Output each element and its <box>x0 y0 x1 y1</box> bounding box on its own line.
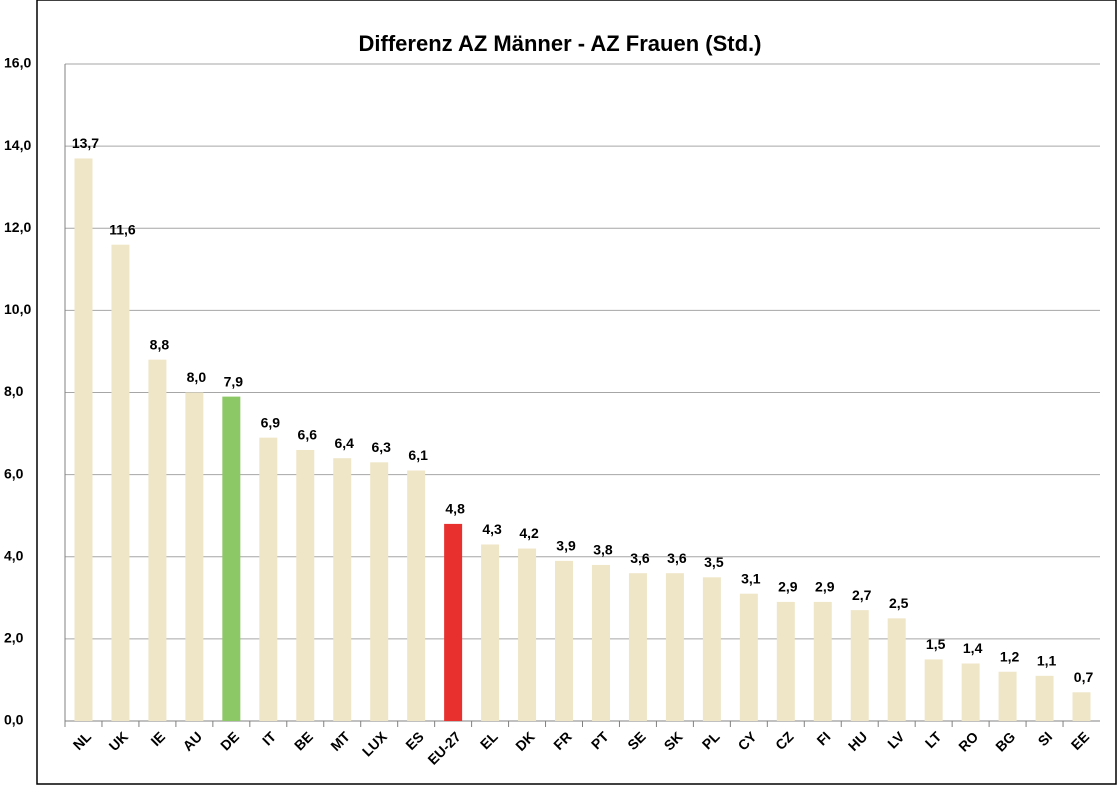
value-label: 3,5 <box>704 554 724 570</box>
x-tick-label: EE <box>1068 728 1093 753</box>
x-tick-label: EU-27 <box>424 728 464 768</box>
value-label: 4,8 <box>445 501 465 517</box>
x-tick-label: DK <box>512 728 538 754</box>
bar <box>407 470 426 721</box>
value-label: 6,1 <box>408 447 428 463</box>
value-label: 8,0 <box>187 369 207 385</box>
x-tick-label: MT <box>327 728 353 754</box>
value-label: 11,6 <box>109 221 136 237</box>
x-tick-label: FR <box>550 728 575 753</box>
bar <box>296 449 315 721</box>
x-tick-label: CY <box>735 728 761 754</box>
x-tick-label: IT <box>259 728 279 748</box>
value-label: 6,4 <box>334 435 354 451</box>
x-tick-label: EL <box>477 728 501 752</box>
value-label: 3,1 <box>741 570 761 586</box>
value-label: 1,5 <box>926 636 946 652</box>
bar <box>259 437 278 721</box>
x-tick-label: ES <box>402 728 427 753</box>
value-label: 1,4 <box>963 640 983 656</box>
value-label: 0,7 <box>1074 669 1094 685</box>
x-tick-label: SK <box>661 728 686 753</box>
x-tick-label: PT <box>588 728 612 752</box>
bar <box>1035 675 1054 721</box>
bar <box>185 392 204 721</box>
value-label: 1,2 <box>1000 648 1020 664</box>
bar <box>481 544 500 721</box>
x-tick-label: FI <box>813 728 833 748</box>
bar <box>850 610 869 721</box>
x-tick-label: LUX <box>359 728 391 760</box>
x-tick-label: NL <box>70 728 95 753</box>
value-label: 6,9 <box>261 414 281 430</box>
value-label: 4,2 <box>519 525 539 541</box>
bar <box>370 462 389 721</box>
bar <box>222 396 241 721</box>
x-tick-label: LV <box>884 728 908 752</box>
chart-title: Differenz AZ Männer - AZ Frauen (Std.) <box>359 31 762 56</box>
value-label: 6,6 <box>298 427 318 443</box>
x-tick-label: BE <box>291 728 316 753</box>
bar <box>148 359 167 721</box>
value-label: 3,9 <box>556 538 576 554</box>
bar <box>998 671 1017 721</box>
bar <box>887 618 906 721</box>
value-label: 3,8 <box>593 542 613 558</box>
y-tick-label: 16,0 <box>4 55 31 71</box>
y-tick-label: 12,0 <box>4 219 31 235</box>
x-tick-label: IE <box>147 728 168 749</box>
y-tick-label: 4,0 <box>4 547 24 563</box>
y-tick-label: 8,0 <box>4 383 24 399</box>
value-label: 13,7 <box>72 135 99 151</box>
value-label: 2,9 <box>778 579 798 595</box>
x-tick-label: BG <box>992 728 1018 754</box>
bar <box>628 573 647 721</box>
x-tick-label: PL <box>699 728 723 752</box>
bar <box>111 244 130 722</box>
y-tick-label: 6,0 <box>4 465 24 481</box>
y-tick-label: 14,0 <box>4 137 31 153</box>
value-label: 3,6 <box>630 550 650 566</box>
x-tick-label: DE <box>217 728 242 753</box>
bar <box>739 593 758 721</box>
x-tick-label: SI <box>1035 728 1056 749</box>
value-label: 4,3 <box>482 521 502 537</box>
x-tick-label: SE <box>624 728 649 753</box>
x-tick-label: HU <box>845 728 871 754</box>
value-label: 1,1 <box>1037 653 1057 669</box>
bar <box>74 158 93 722</box>
bar <box>591 564 610 721</box>
x-tick-label: UK <box>106 728 132 754</box>
bar <box>333 458 352 721</box>
bar <box>776 601 795 721</box>
value-label: 2,5 <box>889 595 909 611</box>
value-label: 8,8 <box>150 336 170 352</box>
bar <box>1072 692 1091 721</box>
x-tick-label: CZ <box>772 728 797 753</box>
value-label: 7,9 <box>224 373 244 389</box>
y-tick-label: 10,0 <box>4 301 31 317</box>
bar <box>702 577 721 721</box>
y-tick-label: 0,0 <box>4 712 24 728</box>
value-label: 6,3 <box>371 439 391 455</box>
y-tick-label: 2,0 <box>4 630 24 646</box>
value-label: 2,7 <box>852 587 872 603</box>
bar <box>555 560 574 721</box>
value-label: 2,9 <box>815 579 835 595</box>
bar <box>924 659 943 721</box>
bar <box>518 548 537 721</box>
bar <box>444 523 463 721</box>
x-tick-label: RO <box>955 728 981 754</box>
x-tick-label: LT <box>922 728 945 751</box>
value-label: 3,6 <box>667 550 687 566</box>
x-tick-label: AU <box>179 728 205 754</box>
chart-frame <box>36 0 1117 785</box>
bar <box>665 573 684 721</box>
bar <box>813 601 832 721</box>
bar <box>961 663 980 721</box>
